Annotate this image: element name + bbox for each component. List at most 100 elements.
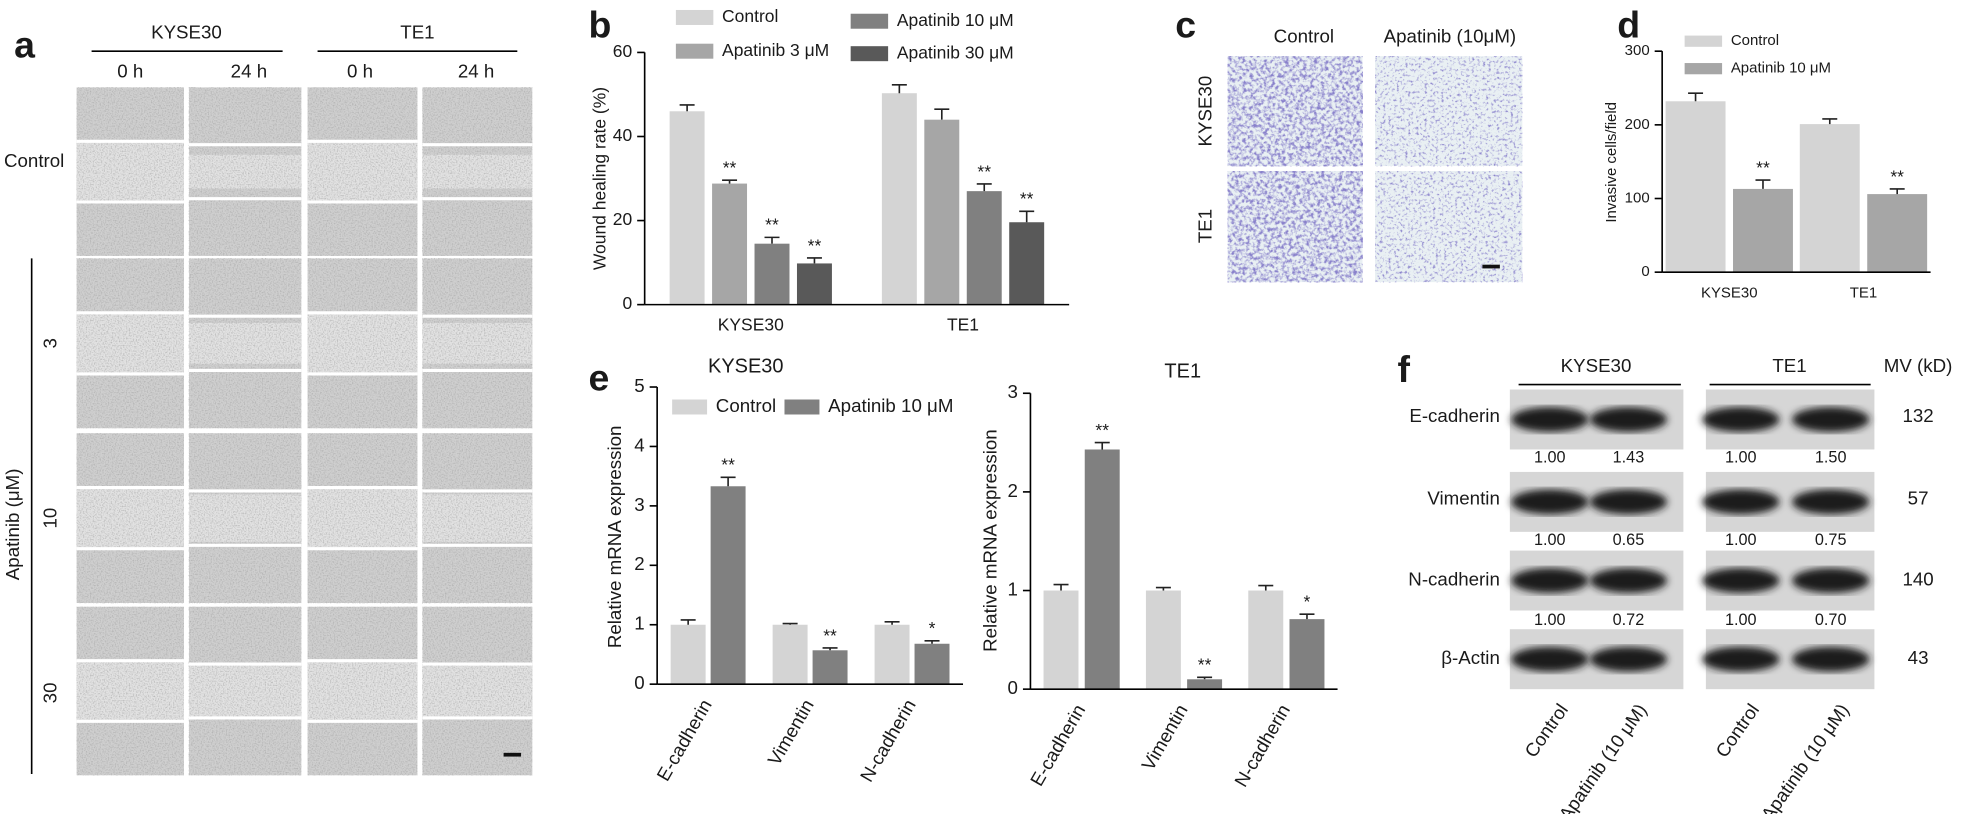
error-bar	[720, 476, 736, 487]
bar	[1084, 449, 1120, 690]
y-axis-label: Relative mRNA expression	[980, 429, 1001, 652]
molecular-weight: 57	[1908, 487, 1929, 508]
group-header: TE1	[1772, 355, 1806, 376]
legend-label: Apatinib 30 μM	[897, 42, 1014, 62]
legend-label: Control	[716, 395, 776, 416]
y-tick-label: 2	[1008, 480, 1018, 501]
significance-mark: *	[929, 618, 936, 638]
row-group-label: Apatinib (μM)	[2, 469, 23, 581]
y-tick-label: 100	[1625, 189, 1650, 206]
y-axis-label: Wound healing rate (%)	[590, 87, 610, 270]
bar	[1145, 590, 1181, 690]
bar	[1009, 222, 1045, 305]
band-quantification: 0.70	[1815, 611, 1847, 629]
error-bar	[782, 622, 798, 625]
error-bar	[976, 183, 992, 192]
blot-band	[1589, 489, 1668, 515]
group-header: KYSE30	[151, 22, 222, 43]
significance-mark: **	[808, 235, 822, 255]
error-bar	[1299, 613, 1315, 620]
x-tick-label: Vimentin	[763, 696, 817, 769]
blot-band	[1511, 407, 1589, 432]
panel-label: f	[1397, 348, 1410, 390]
legend-label: Control	[1731, 32, 1779, 49]
row-label: Control	[4, 150, 64, 171]
bar	[881, 93, 917, 305]
x-tick-label: E-cadherin	[652, 696, 715, 785]
significance-mark: **	[1756, 157, 1770, 177]
scale-bar	[503, 752, 522, 757]
bar	[1248, 590, 1284, 690]
column-label: Apatinib (10μM)	[1384, 25, 1517, 46]
chart-title: KYSE30	[708, 355, 784, 377]
x-tick-label: TE1	[1850, 284, 1877, 301]
error-bar	[1688, 92, 1704, 102]
error-bar	[722, 179, 738, 184]
protein-label: N-cadherin	[1408, 568, 1500, 589]
column-label: Control	[1274, 25, 1334, 46]
lane-label: Control	[1520, 700, 1572, 761]
y-tick-label: 1	[1008, 578, 1018, 599]
cell-texture	[422, 258, 533, 429]
legend-label: Apatinib 3 μM	[722, 40, 829, 60]
error-bar	[680, 619, 696, 625]
band-quantification: 1.00	[1725, 611, 1757, 629]
lane-label: Control	[1711, 700, 1763, 761]
bar	[1187, 679, 1223, 690]
y-tick-label: 4	[634, 434, 644, 455]
cell-texture	[76, 606, 184, 776]
row-label: 30	[40, 682, 61, 703]
error-bar	[1155, 586, 1171, 591]
time-label: 0 h	[117, 60, 143, 81]
significance-mark: **	[1198, 655, 1212, 675]
legend-swatch	[675, 9, 714, 25]
error-bar	[1197, 676, 1213, 680]
bar	[1799, 124, 1860, 273]
cell-texture	[76, 258, 184, 429]
band-quantification: 1.00	[1725, 448, 1757, 466]
group-header: TE1	[400, 22, 434, 43]
blot-band	[1702, 407, 1780, 432]
lane-label: Apatinib (10 μM)	[1757, 700, 1853, 814]
bar	[1733, 188, 1793, 273]
row-label: 10	[40, 508, 61, 529]
band-quantification: 1.00	[1534, 448, 1566, 466]
y-tick-label: 2	[634, 553, 644, 574]
bar	[670, 624, 706, 685]
band-quantification: 1.43	[1613, 448, 1645, 466]
error-bar	[884, 620, 900, 625]
bar	[710, 486, 746, 685]
cell-texture	[422, 433, 533, 604]
x-tick-label: N-cadherin	[1230, 701, 1294, 791]
cell-texture	[307, 606, 418, 776]
error-bar	[679, 104, 695, 112]
significance-mark: **	[1095, 420, 1109, 440]
panel-label: c	[1175, 3, 1196, 45]
y-axis-label: Invasive cells/field	[1603, 102, 1620, 223]
blot-band	[1792, 489, 1870, 515]
error-bar	[924, 639, 940, 644]
legend-swatch	[675, 43, 714, 59]
blot-band	[1589, 568, 1668, 594]
bar	[914, 643, 950, 685]
panel-label: a	[14, 23, 36, 65]
blot-band	[1511, 568, 1589, 594]
significance-mark: **	[823, 625, 837, 645]
cell-texture	[307, 87, 418, 256]
x-tick-label: N-cadherin	[856, 696, 920, 786]
blot-band	[1589, 407, 1668, 432]
bar	[772, 624, 808, 685]
x-tick-label: Vimentin	[1137, 701, 1191, 774]
legend-label: Apatinib 10 μM	[1731, 60, 1831, 77]
blot-band	[1511, 646, 1589, 672]
y-tick-label: 3	[634, 494, 644, 515]
y-tick-label: 3	[1008, 381, 1018, 402]
significance-mark: **	[1890, 166, 1904, 186]
band-quantification: 1.00	[1725, 531, 1757, 549]
band-quantification: 0.65	[1613, 531, 1645, 549]
blot-band	[1702, 568, 1780, 594]
error-bar	[1258, 584, 1274, 591]
cell-texture	[188, 87, 302, 256]
group-header: KYSE30	[1561, 355, 1632, 376]
